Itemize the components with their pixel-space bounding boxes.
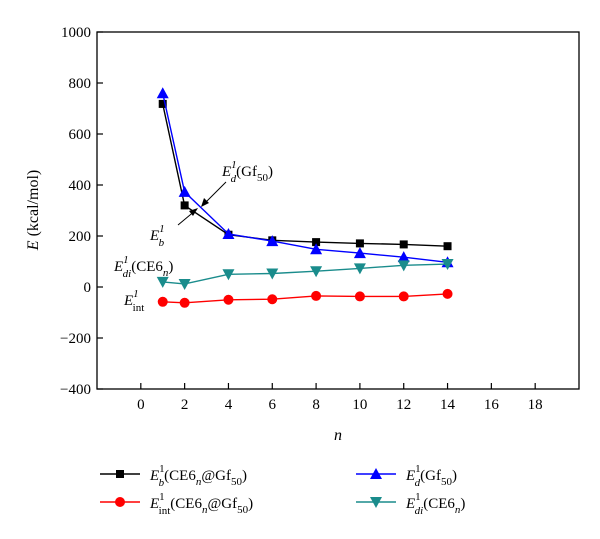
data-point-edi — [441, 259, 454, 271]
annotation-eb-arrowhead — [189, 208, 198, 216]
data-point-ed — [156, 87, 169, 99]
x-tick-label: 10 — [352, 397, 367, 413]
y-tick-label: −200 — [60, 331, 91, 347]
data-point-eb — [355, 239, 364, 248]
y-tick-label: 400 — [69, 178, 92, 194]
legend-item-eb: E1 b(CE6n@Gf50) — [100, 463, 247, 489]
data-point-ed — [266, 235, 279, 247]
x-tick-label: 14 — [440, 397, 456, 413]
x-tick-label: 18 — [528, 397, 543, 413]
data-point-eint — [179, 297, 190, 308]
legend-marker-triangle-down — [370, 497, 382, 508]
data-point-edi — [353, 263, 366, 275]
x-axis-title: n — [334, 427, 342, 444]
x-tick-label: 0 — [137, 397, 145, 413]
data-point-edi — [310, 266, 323, 278]
x-tick-label: 12 — [396, 397, 411, 413]
data-point-eint — [442, 288, 453, 299]
y-tick-label: 200 — [69, 229, 92, 245]
axis-ticks: 0 2 4 6 8 10 12 14 16 18 −400 −200 0 200 400 600 800 1000 — [60, 25, 543, 413]
data-point-eb — [180, 201, 189, 210]
x-tick-label: 2 — [181, 397, 189, 413]
data-point-edi — [397, 260, 410, 272]
annotation-ed-arrowhead — [201, 198, 209, 207]
x-tick-label: 6 — [269, 397, 277, 413]
series-eb — [158, 99, 452, 251]
data-point-eb — [443, 242, 452, 251]
data-point-ed — [178, 185, 191, 197]
annotation-edi: E1 di(CE6n) — [113, 254, 173, 280]
legend-marker-square — [116, 470, 124, 478]
legend-item-ed: E1 d(Gf50) — [356, 463, 457, 489]
data-point-edi — [266, 268, 279, 280]
legend-item-eint: E1 int(CE6n@Gf50) — [100, 491, 253, 517]
data-point-ed — [397, 251, 410, 263]
series-edi — [156, 259, 454, 290]
data-point-eb — [158, 99, 167, 108]
series-line-edi — [162, 263, 448, 285]
x-tick-label: 4 — [225, 397, 233, 413]
x-tick-label: 8 — [312, 397, 320, 413]
annotation-eb: E1 b — [149, 223, 165, 249]
data-point-eint — [157, 296, 168, 307]
legend-item-edi: E1 di(CE6n) — [356, 491, 465, 517]
data-point-ed — [353, 247, 366, 259]
data-point-eb — [399, 240, 408, 249]
data-point-eb — [312, 238, 321, 247]
svg-text:E1b(CE6n@Gf50): E1 b(CE6n@Gf50) — [149, 463, 247, 489]
data-point-eint — [354, 291, 365, 302]
series-line-eb — [162, 103, 448, 247]
y-tick-label: 1000 — [61, 25, 91, 41]
y-tick-label: 800 — [69, 76, 92, 92]
series-line-ed — [162, 93, 448, 263]
series-eint — [157, 288, 453, 308]
data-point-edi — [156, 276, 169, 288]
annotation-ed: E1 d(Gf50) — [221, 159, 273, 185]
y-axis-title: E (kcal/mol) — [25, 170, 42, 251]
legend-marker-triangle-up — [370, 468, 382, 479]
series-line-eint — [162, 293, 448, 304]
y-tick-label: 600 — [69, 127, 92, 143]
svg-text:E1d(Gf50): E1 d(Gf50) — [405, 463, 457, 489]
legend-marker-circle — [115, 497, 125, 507]
data-point-ed — [310, 243, 323, 255]
series-ed — [156, 87, 454, 268]
data-point-eint — [398, 291, 409, 302]
annotation-eint: E1 int — [123, 288, 144, 314]
data-point-edi — [222, 269, 235, 281]
y-tick-label: −400 — [60, 382, 91, 398]
data-point-eint — [223, 294, 234, 305]
data-point-eint — [267, 294, 278, 305]
data-point-ed — [222, 227, 235, 239]
legend: E1 b(CE6n@Gf50) E1 int(CE6n@Gf50) E1 d(Gf50… — [100, 463, 465, 517]
data-point-eint — [311, 290, 322, 301]
data-point-edi — [178, 278, 191, 290]
y-tick-label: 0 — [84, 280, 92, 296]
plot-frame — [96, 31, 580, 390]
x-tick-label: 16 — [484, 397, 500, 413]
series-layer — [156, 87, 454, 308]
